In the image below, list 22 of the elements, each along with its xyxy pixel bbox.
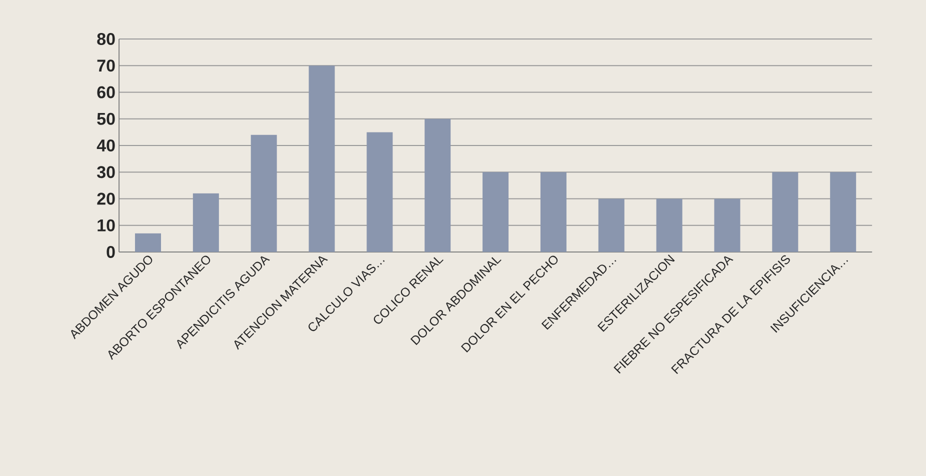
y-tick-label: 70 [97,60,115,72]
y-tick-label: 0 [106,246,115,258]
bar [772,172,798,252]
y-tick-label: 10 [98,219,115,232]
bar [424,118,451,252]
bar [192,193,219,252]
y-tick-label: 30 [97,166,115,178]
bar [656,198,682,252]
y-tick-label: 40 [96,139,115,152]
bar [540,172,566,252]
bar [598,198,624,252]
bar [830,172,856,252]
bar [714,198,740,252]
bar [250,134,277,252]
y-tick-label: 20 [97,192,115,205]
bar [135,233,162,252]
bar [308,66,335,252]
bar [482,172,509,252]
bar [366,132,393,252]
y-tick-label: 60 [97,86,115,98]
y-tick-label: 50 [97,112,115,125]
y-tick-label: 80 [97,32,115,46]
